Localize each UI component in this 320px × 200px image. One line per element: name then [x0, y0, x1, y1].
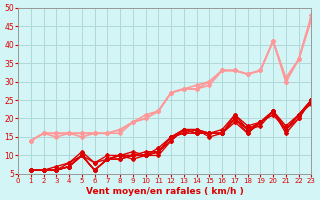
- X-axis label: Vent moyen/en rafales ( km/h ): Vent moyen/en rafales ( km/h ): [86, 187, 244, 196]
